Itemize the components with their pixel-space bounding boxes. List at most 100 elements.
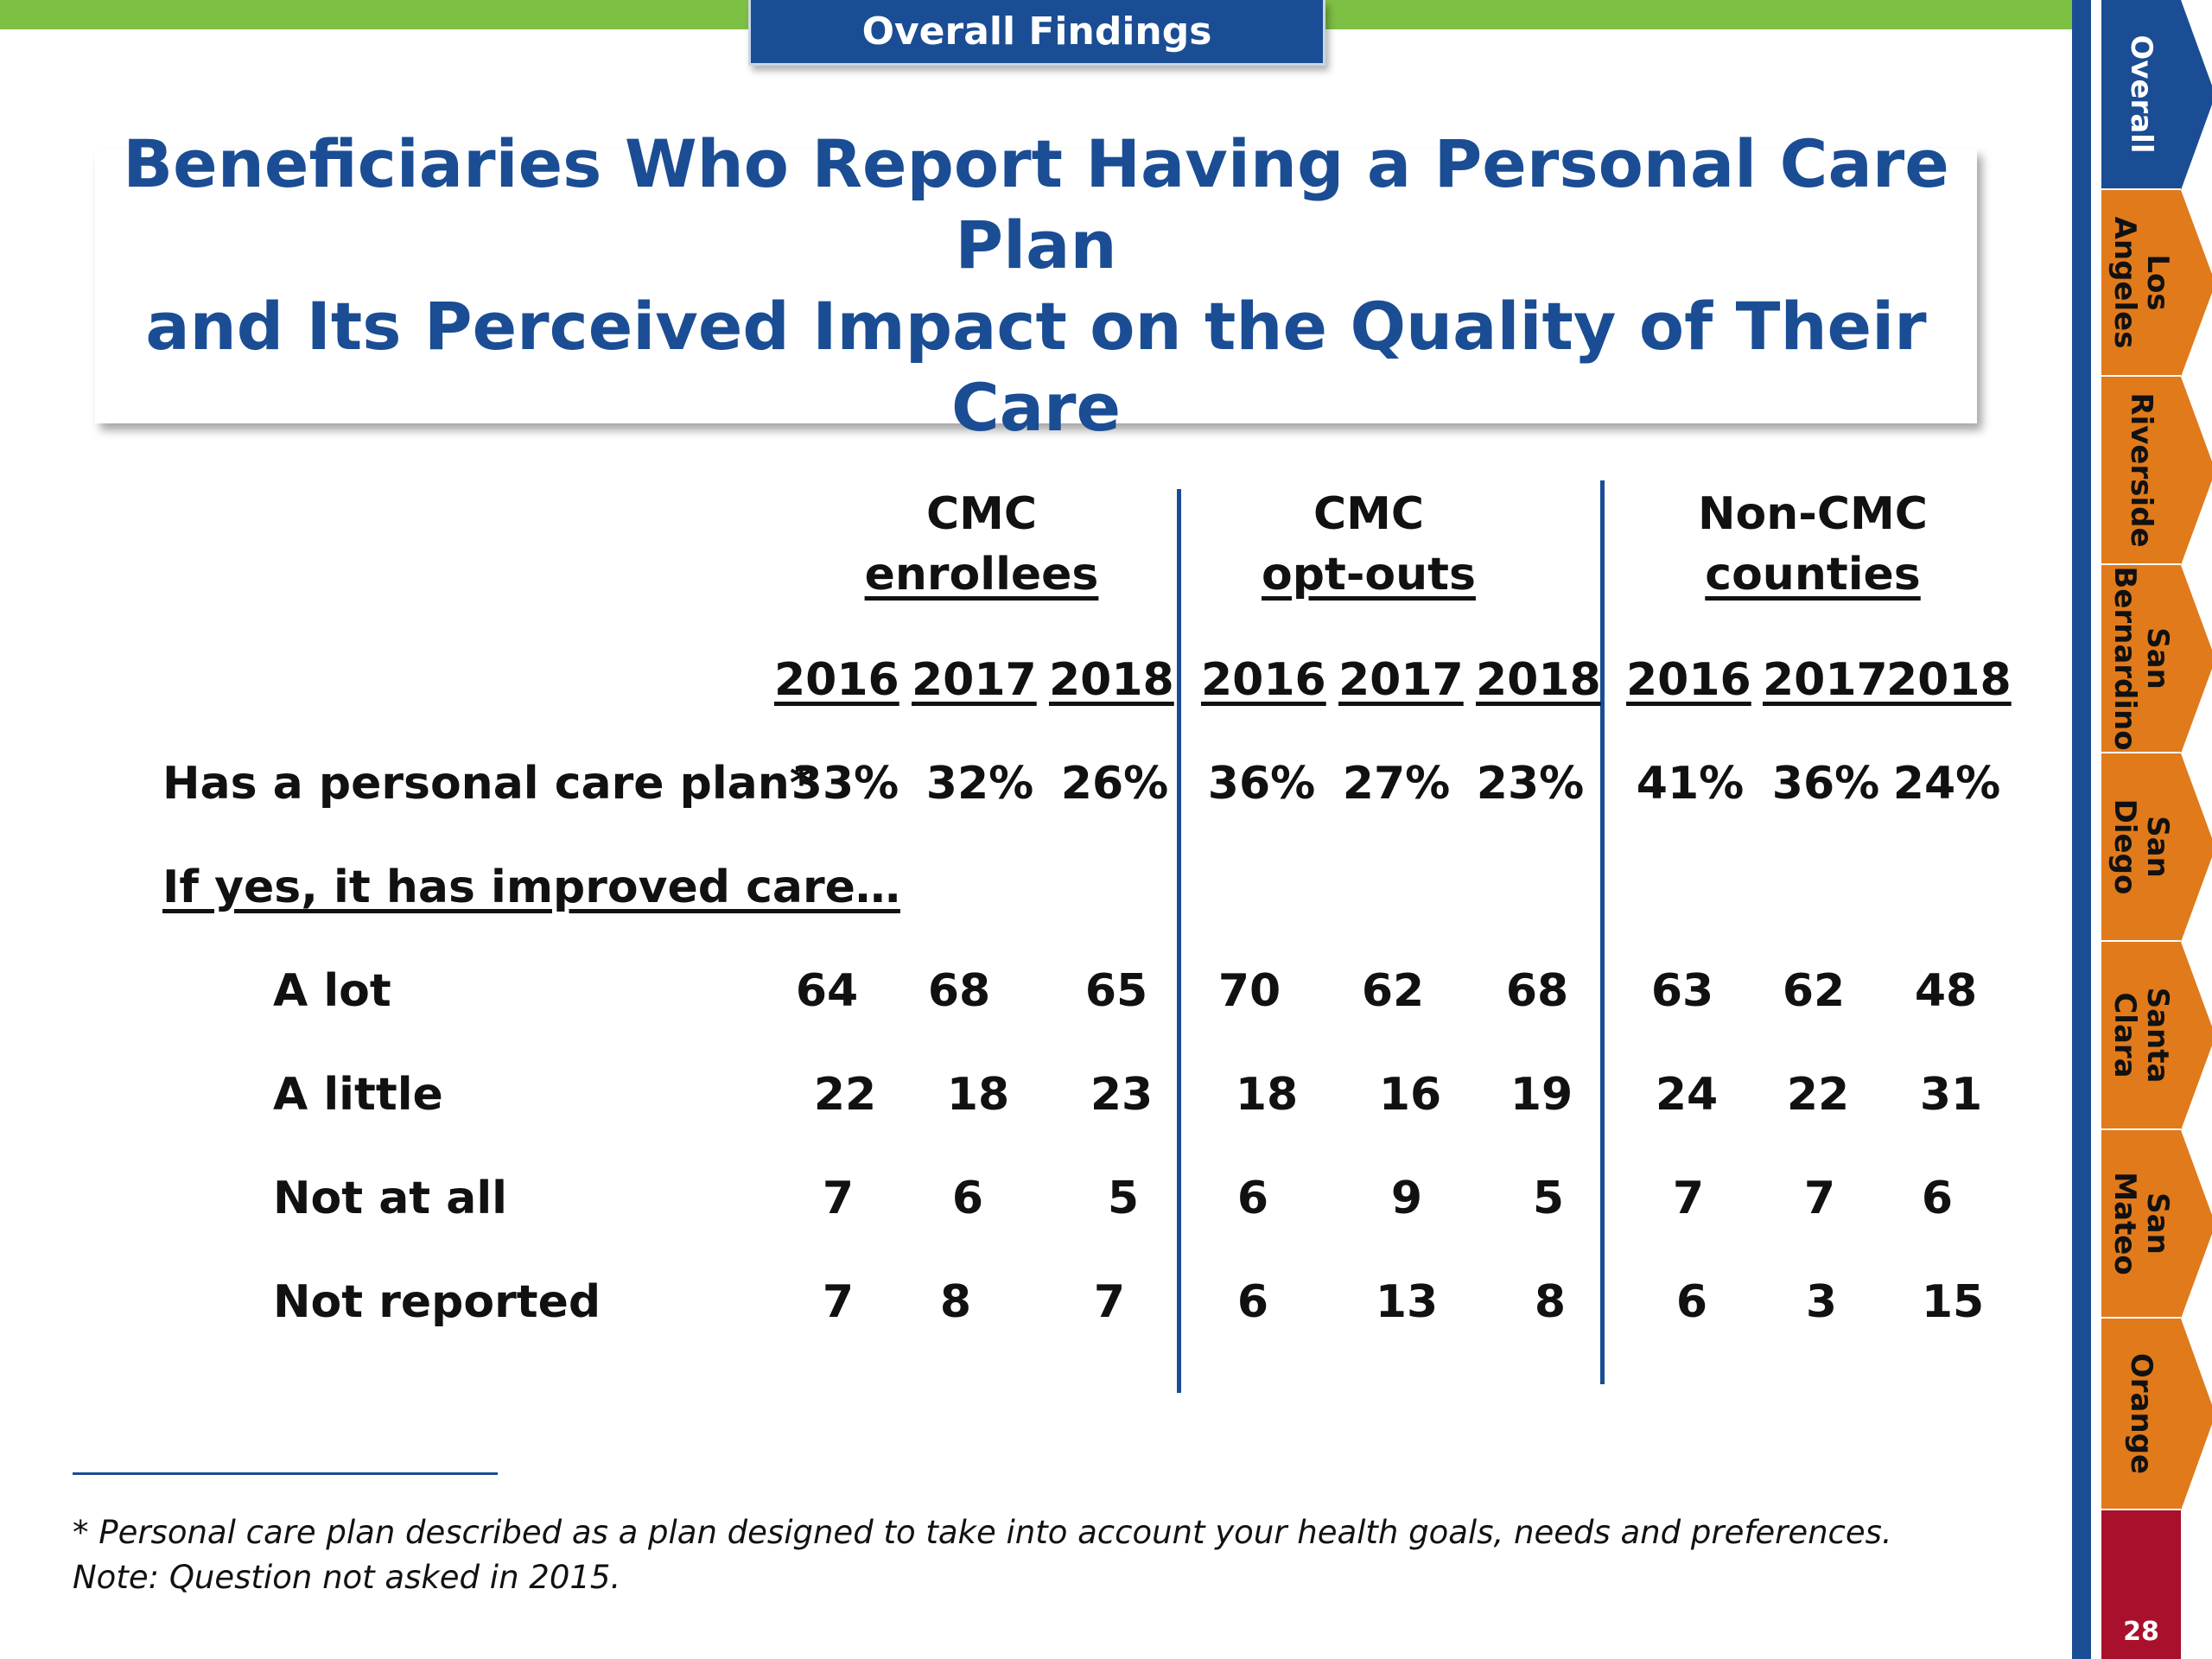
table-cell: 23%: [1476, 758, 1585, 810]
group-header-line1: Non-CMC: [1698, 488, 1928, 540]
table-cell: 22: [813, 1069, 877, 1121]
group-header-line2: opt-outs: [1262, 549, 1476, 601]
nav-strip: [2072, 0, 2091, 1659]
year-header: 2018: [1886, 654, 2012, 706]
tab-arrow-icon: [2181, 1319, 2212, 1510]
group-header-line2: counties: [1705, 549, 1921, 601]
nav-tab-label: San Diego: [2107, 798, 2175, 895]
group-header-cmc-opt-outs: CMC opt-outs: [1179, 484, 1559, 605]
tab-arrow-icon: [2181, 565, 2212, 753]
table-cell: 6: [1921, 1173, 1954, 1224]
group-header-cmc-enrollees: CMC enrollees: [774, 484, 1189, 605]
page-number: 28: [2123, 1617, 2159, 1647]
table-cell: 24%: [1892, 758, 2001, 810]
nav-tab-label: San Mateo: [2107, 1172, 2175, 1275]
table-cell: 27%: [1342, 758, 1451, 810]
nav-tab-overall[interactable]: Overall: [2101, 0, 2212, 190]
nav-tab-san-mateo[interactable]: San Mateo: [2101, 1130, 2212, 1319]
row-label: A lot: [273, 965, 391, 1017]
year-header: 2016: [1626, 654, 1751, 706]
table-cell: 31: [1919, 1069, 1983, 1121]
table-cell: 6: [1675, 1276, 1708, 1328]
nav-tab-label: Overall: [2124, 35, 2158, 154]
tab-arrow-icon: [2181, 1130, 2212, 1319]
table-cell: 63: [1650, 965, 1714, 1017]
table-cell: 64: [795, 965, 859, 1017]
table-cell: 26%: [1060, 758, 1169, 810]
nav-tab-label: Santa Clara: [2107, 987, 2175, 1084]
table-cell: 18: [946, 1069, 1010, 1121]
slide-title: Beneficiaries Who Report Having a Person…: [123, 125, 1949, 446]
footnote-note: Note: Question not asked in 2015.: [73, 1559, 621, 1596]
table-cell: 18: [1235, 1069, 1299, 1121]
table-cell: 19: [1510, 1069, 1573, 1121]
year-header: 2017: [1763, 654, 1888, 706]
tab-arrow-icon: [2181, 377, 2212, 565]
nav-tab-label: Orange: [2124, 1352, 2158, 1475]
year-header: 2017: [1338, 654, 1464, 706]
subheading-improved-care: If yes, it has improved care…: [162, 861, 900, 913]
year-header: 2016: [774, 654, 899, 706]
table-cell: 16: [1378, 1069, 1442, 1121]
table-cell: 65: [1084, 965, 1148, 1017]
table-cell: 68: [1505, 965, 1569, 1017]
nav-tab-san-bernardino[interactable]: San Bernardino: [2101, 565, 2212, 753]
table-cell: 41%: [1636, 758, 1745, 810]
nav-tab-orange[interactable]: Orange: [2101, 1319, 2212, 1510]
table-cell: 70: [1217, 965, 1281, 1017]
year-header: 2018: [1049, 654, 1174, 706]
table-cell: 7: [822, 1173, 855, 1224]
table-cell: 33%: [791, 758, 899, 810]
table-cell: 13: [1375, 1276, 1439, 1328]
page-number-box: 28: [2101, 1510, 2181, 1659]
group-header-line1: CMC: [1313, 488, 1425, 540]
table-cell: 6: [951, 1173, 984, 1224]
nav-tab-santa-clara[interactable]: Santa Clara: [2101, 942, 2212, 1130]
table-cell: 8: [939, 1276, 972, 1328]
table-cell: 36%: [1207, 758, 1316, 810]
column-divider-1: [1177, 489, 1181, 1393]
table-cell: 7: [1672, 1173, 1705, 1224]
table-cell: 9: [1390, 1173, 1423, 1224]
tab-arrow-icon: [2181, 0, 2212, 190]
table-cell: 7: [1093, 1276, 1126, 1328]
table-cell: 3: [1805, 1276, 1838, 1328]
year-header: 2017: [912, 654, 1037, 706]
table-cell: 24: [1655, 1069, 1719, 1121]
column-divider-2: [1600, 480, 1605, 1384]
year-header: 2016: [1201, 654, 1326, 706]
footnote-rule: [73, 1472, 498, 1475]
table-cell: 5: [1107, 1173, 1140, 1224]
footnote-care-plan: * Personal care plan described as a plan…: [73, 1514, 1892, 1551]
table-cell: 7: [1803, 1173, 1836, 1224]
group-header-line1: CMC: [925, 488, 1038, 540]
section-tab: Overall Findings: [748, 0, 1325, 66]
nav-tab-los-angeles[interactable]: Los Angeles: [2101, 190, 2212, 377]
nav-tab-label: Los Angeles: [2107, 216, 2175, 349]
row-label: Not at all: [273, 1173, 507, 1224]
table-cell: 7: [822, 1276, 855, 1328]
nav-tab-label: San Bernardino: [2107, 566, 2175, 751]
table-cell: 6: [1236, 1276, 1269, 1328]
table-cell: 8: [1534, 1276, 1567, 1328]
table-cell: 62: [1361, 965, 1425, 1017]
title-box: Beneficiaries Who Report Having a Person…: [95, 125, 1977, 446]
table-cell: 22: [1786, 1069, 1850, 1121]
table-cell: 68: [927, 965, 991, 1017]
table-cell: 5: [1532, 1173, 1565, 1224]
tab-arrow-icon: [2181, 942, 2212, 1130]
nav-tab-label: Riverside: [2124, 392, 2158, 548]
row-label: Not reported: [273, 1276, 601, 1328]
table-cell: 36%: [1771, 758, 1880, 810]
table-cell: 48: [1914, 965, 1978, 1017]
group-header-line2: enrollees: [864, 549, 1099, 601]
tab-arrow-icon: [2181, 190, 2212, 377]
row-label: A little: [273, 1069, 443, 1121]
group-header-non-cmc-counties: Non-CMC counties: [1605, 484, 2020, 605]
nav-tab-san-diego[interactable]: San Diego: [2101, 753, 2212, 942]
year-header: 2018: [1476, 654, 1601, 706]
table-cell: 62: [1782, 965, 1846, 1017]
table-cell: 15: [1921, 1276, 1985, 1328]
table-cell: 32%: [925, 758, 1034, 810]
nav-tab-riverside[interactable]: Riverside: [2101, 377, 2212, 565]
